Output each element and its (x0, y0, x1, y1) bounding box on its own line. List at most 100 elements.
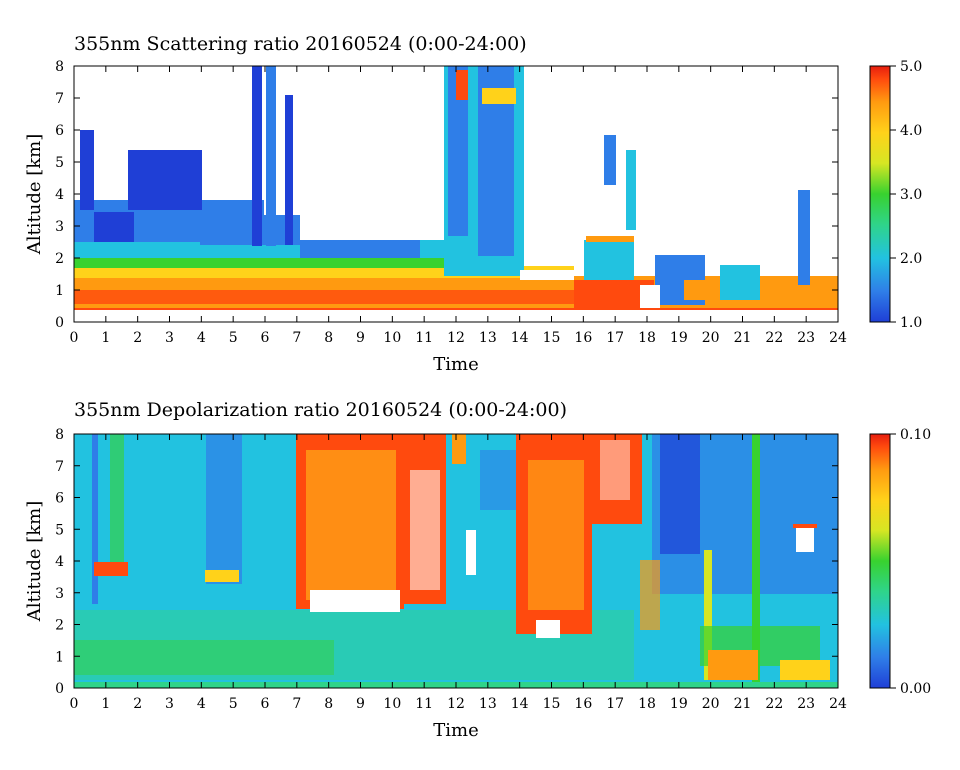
heatmap-cell (206, 434, 242, 584)
x-tick-label: 12 (447, 330, 465, 346)
heatmap-cell (300, 240, 420, 258)
colorbar-tick-label: 1.0 (900, 315, 922, 331)
scattering-ratio-panel: 355nm Scattering ratio 20160524 (0:00-24… (24, 33, 922, 375)
x-tick-label: 19 (670, 696, 688, 712)
y-tick-label: 3 (55, 586, 64, 602)
heatmap-cell (520, 270, 574, 280)
y-axis-label: Altitude [km] (24, 134, 45, 256)
x-tick-label: 23 (797, 696, 815, 712)
heatmap-cell (480, 450, 520, 510)
x-tick-label: 23 (797, 330, 815, 346)
y-tick-label: 7 (55, 91, 64, 107)
heatmap-cell (780, 660, 830, 680)
x-tick-label: 7 (292, 696, 301, 712)
x-tick-label: 3 (165, 330, 174, 346)
heatmap-cell (482, 88, 516, 104)
x-tick-label: 24 (829, 330, 847, 346)
heatmap-cell (720, 265, 760, 300)
x-tick-label: 20 (702, 696, 720, 712)
x-tick-label: 9 (356, 330, 365, 346)
x-tick-label: 7 (292, 330, 301, 346)
x-tick-label: 13 (479, 696, 497, 712)
heatmap-cell (584, 240, 634, 280)
chart-title: 355nm Depolarization ratio 20160524 (0:0… (74, 399, 567, 421)
x-tick-label: 0 (70, 696, 79, 712)
heatmap-cell (640, 285, 660, 310)
colorbar: 0.10 0.00 (869, 427, 931, 697)
colorbar-tick-label: 5.0 (900, 59, 922, 75)
heatmap-cell (94, 212, 134, 242)
colorbar-gradient (869, 433, 891, 689)
heatmap-cell (285, 95, 293, 245)
heatmap-cell (604, 135, 616, 185)
x-tick-label: 3 (165, 696, 174, 712)
x-tick-label: 6 (261, 696, 270, 712)
heatmap-cell (640, 560, 660, 630)
x-tick-label: 9 (356, 696, 365, 712)
heatmap-cell (708, 650, 758, 680)
colorbar-tick-label: 4.0 (900, 123, 922, 139)
x-tick-label: 1 (101, 696, 110, 712)
x-tick-label: 6 (261, 330, 270, 346)
heatmap-cell (586, 236, 634, 242)
colorbar-ticks: 0.10 0.00 (890, 427, 931, 697)
x-tick-label: 8 (324, 330, 333, 346)
y-tick-label: 2 (55, 251, 64, 267)
x-tick-label: 11 (415, 330, 433, 346)
x-tick-label: 14 (511, 330, 529, 346)
heatmap-cell (528, 460, 584, 610)
x-tick-label: 16 (574, 696, 592, 712)
y-tick-label: 0 (55, 681, 64, 697)
y-tick-label: 5 (55, 155, 64, 171)
x-tick-label: 22 (765, 330, 783, 346)
heatmap-cell (536, 620, 560, 638)
heatmap-cell (200, 215, 300, 245)
x-tick-label: 5 (229, 696, 238, 712)
x-tick-label: 10 (383, 696, 401, 712)
heatmap-cell (74, 290, 574, 304)
colorbar: 5.0 4.0 3.0 2.0 1.0 (869, 59, 922, 331)
heatmap-cell (74, 640, 334, 675)
x-tick-label: 15 (543, 696, 561, 712)
y-axis: 0 1 2 3 4 5 6 7 8 (55, 427, 838, 697)
y-tick-label: 7 (55, 459, 64, 475)
colorbar-tick-label: 3.0 (900, 187, 922, 203)
colorbar-gradient (869, 65, 891, 323)
heatmap-cell (626, 150, 636, 230)
y-axis: 0 1 2 3 4 5 6 7 8 (55, 59, 838, 331)
colorbar-tick-label: 2.0 (900, 251, 922, 267)
colorbar-ticks: 5.0 4.0 3.0 2.0 1.0 (890, 59, 922, 331)
x-tick-label: 19 (670, 330, 688, 346)
x-tick-label: 17 (606, 696, 624, 712)
x-tick-label: 2 (133, 330, 142, 346)
depolarization-ratio-panel: 355nm Depolarization ratio 20160524 (0:0… (24, 399, 931, 741)
heatmap-cell (798, 190, 810, 285)
colorbar-tick-label: 0.10 (900, 427, 931, 443)
x-tick-label: 15 (543, 330, 561, 346)
heatmap-field (74, 66, 838, 322)
y-tick-label: 2 (55, 618, 64, 634)
x-tick-label: 20 (702, 330, 720, 346)
y-tick-label: 6 (55, 123, 64, 139)
y-tick-label: 4 (55, 554, 64, 570)
y-tick-label: 1 (55, 283, 64, 299)
heatmap-cell (252, 66, 262, 246)
heatmap-cell (306, 450, 396, 600)
x-tick-label: 11 (415, 696, 433, 712)
heatmap-cell (592, 434, 642, 524)
y-tick-label: 0 (55, 315, 64, 331)
x-tick-label: 16 (574, 330, 592, 346)
heatmap-cell (448, 66, 468, 236)
y-tick-label: 8 (55, 427, 64, 443)
heatmap-field (74, 434, 838, 688)
x-tick-label: 1 (101, 330, 110, 346)
x-tick-label: 10 (383, 330, 401, 346)
x-tick-label: 13 (479, 330, 497, 346)
y-tick-label: 5 (55, 522, 64, 538)
y-tick-label: 1 (55, 649, 64, 665)
x-tick-label: 2 (133, 696, 142, 712)
heatmap-cell (92, 434, 98, 604)
x-axis: 0 1 2 3 4 5 6 7 8 9 10 11 12 13 14 15 16 17 18 19 20 21 22 23 24 (70, 434, 847, 712)
x-tick-label: 24 (829, 696, 847, 712)
